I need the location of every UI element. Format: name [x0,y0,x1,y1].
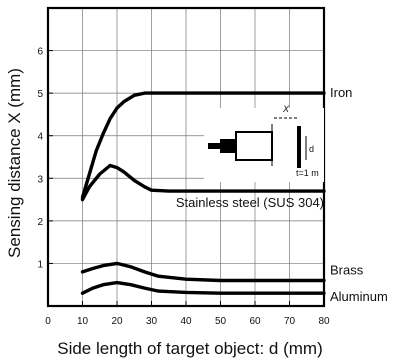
x-tick-label: 30 [146,316,158,327]
series-lines [80,91,326,295]
series-label-3: Brass [330,262,364,277]
x-tick-label: 50 [215,316,227,327]
y-tick-label: 5 [37,89,43,100]
ticks: 0 10 20 30 40 50 60 70 80 1 2 3 4 5 6 [37,47,330,327]
x-tick-label: 60 [249,316,261,327]
x-tick-label: 20 [111,316,123,327]
sensor-cable [208,143,220,149]
x-tick-label: 10 [77,316,89,327]
series-line-3 [80,261,326,283]
series-line-4 [80,280,326,295]
sensor-inset-diagram: X d t=1 m [204,104,324,182]
sensor-head [220,139,236,153]
inset-x-label: X [282,104,290,114]
series-label-2: Stainless steel (SUS 304) [176,195,324,210]
inset-t-label: t=1 m [296,168,319,178]
y-tick-label: 3 [37,174,43,185]
y-tick-label: 2 [37,217,43,228]
series-line-1 [80,91,326,200]
x-tick-label: 40 [180,316,192,327]
sensor-body [235,131,273,161]
series-line-2 [80,163,326,202]
y-tick-label: 4 [37,132,43,143]
x-tick-label: 80 [318,316,330,327]
inset-d-label: d [309,144,314,154]
x-tick-label: 0 [45,316,51,327]
x-axis-title: Side length of target object: d (mm) [57,339,323,358]
y-tick-label: 1 [37,259,43,270]
series-label-4: Aluminum [330,289,388,304]
series-labels: Iron Stainless steel (SUS 304) Brass Alumin… [176,85,388,304]
x-tick-label: 70 [284,316,296,327]
target-plate [297,126,301,168]
y-tick-label: 6 [37,47,43,58]
y-axis-title: Sensing distance X (mm) [5,68,24,258]
series-label-1: Iron [330,85,352,100]
